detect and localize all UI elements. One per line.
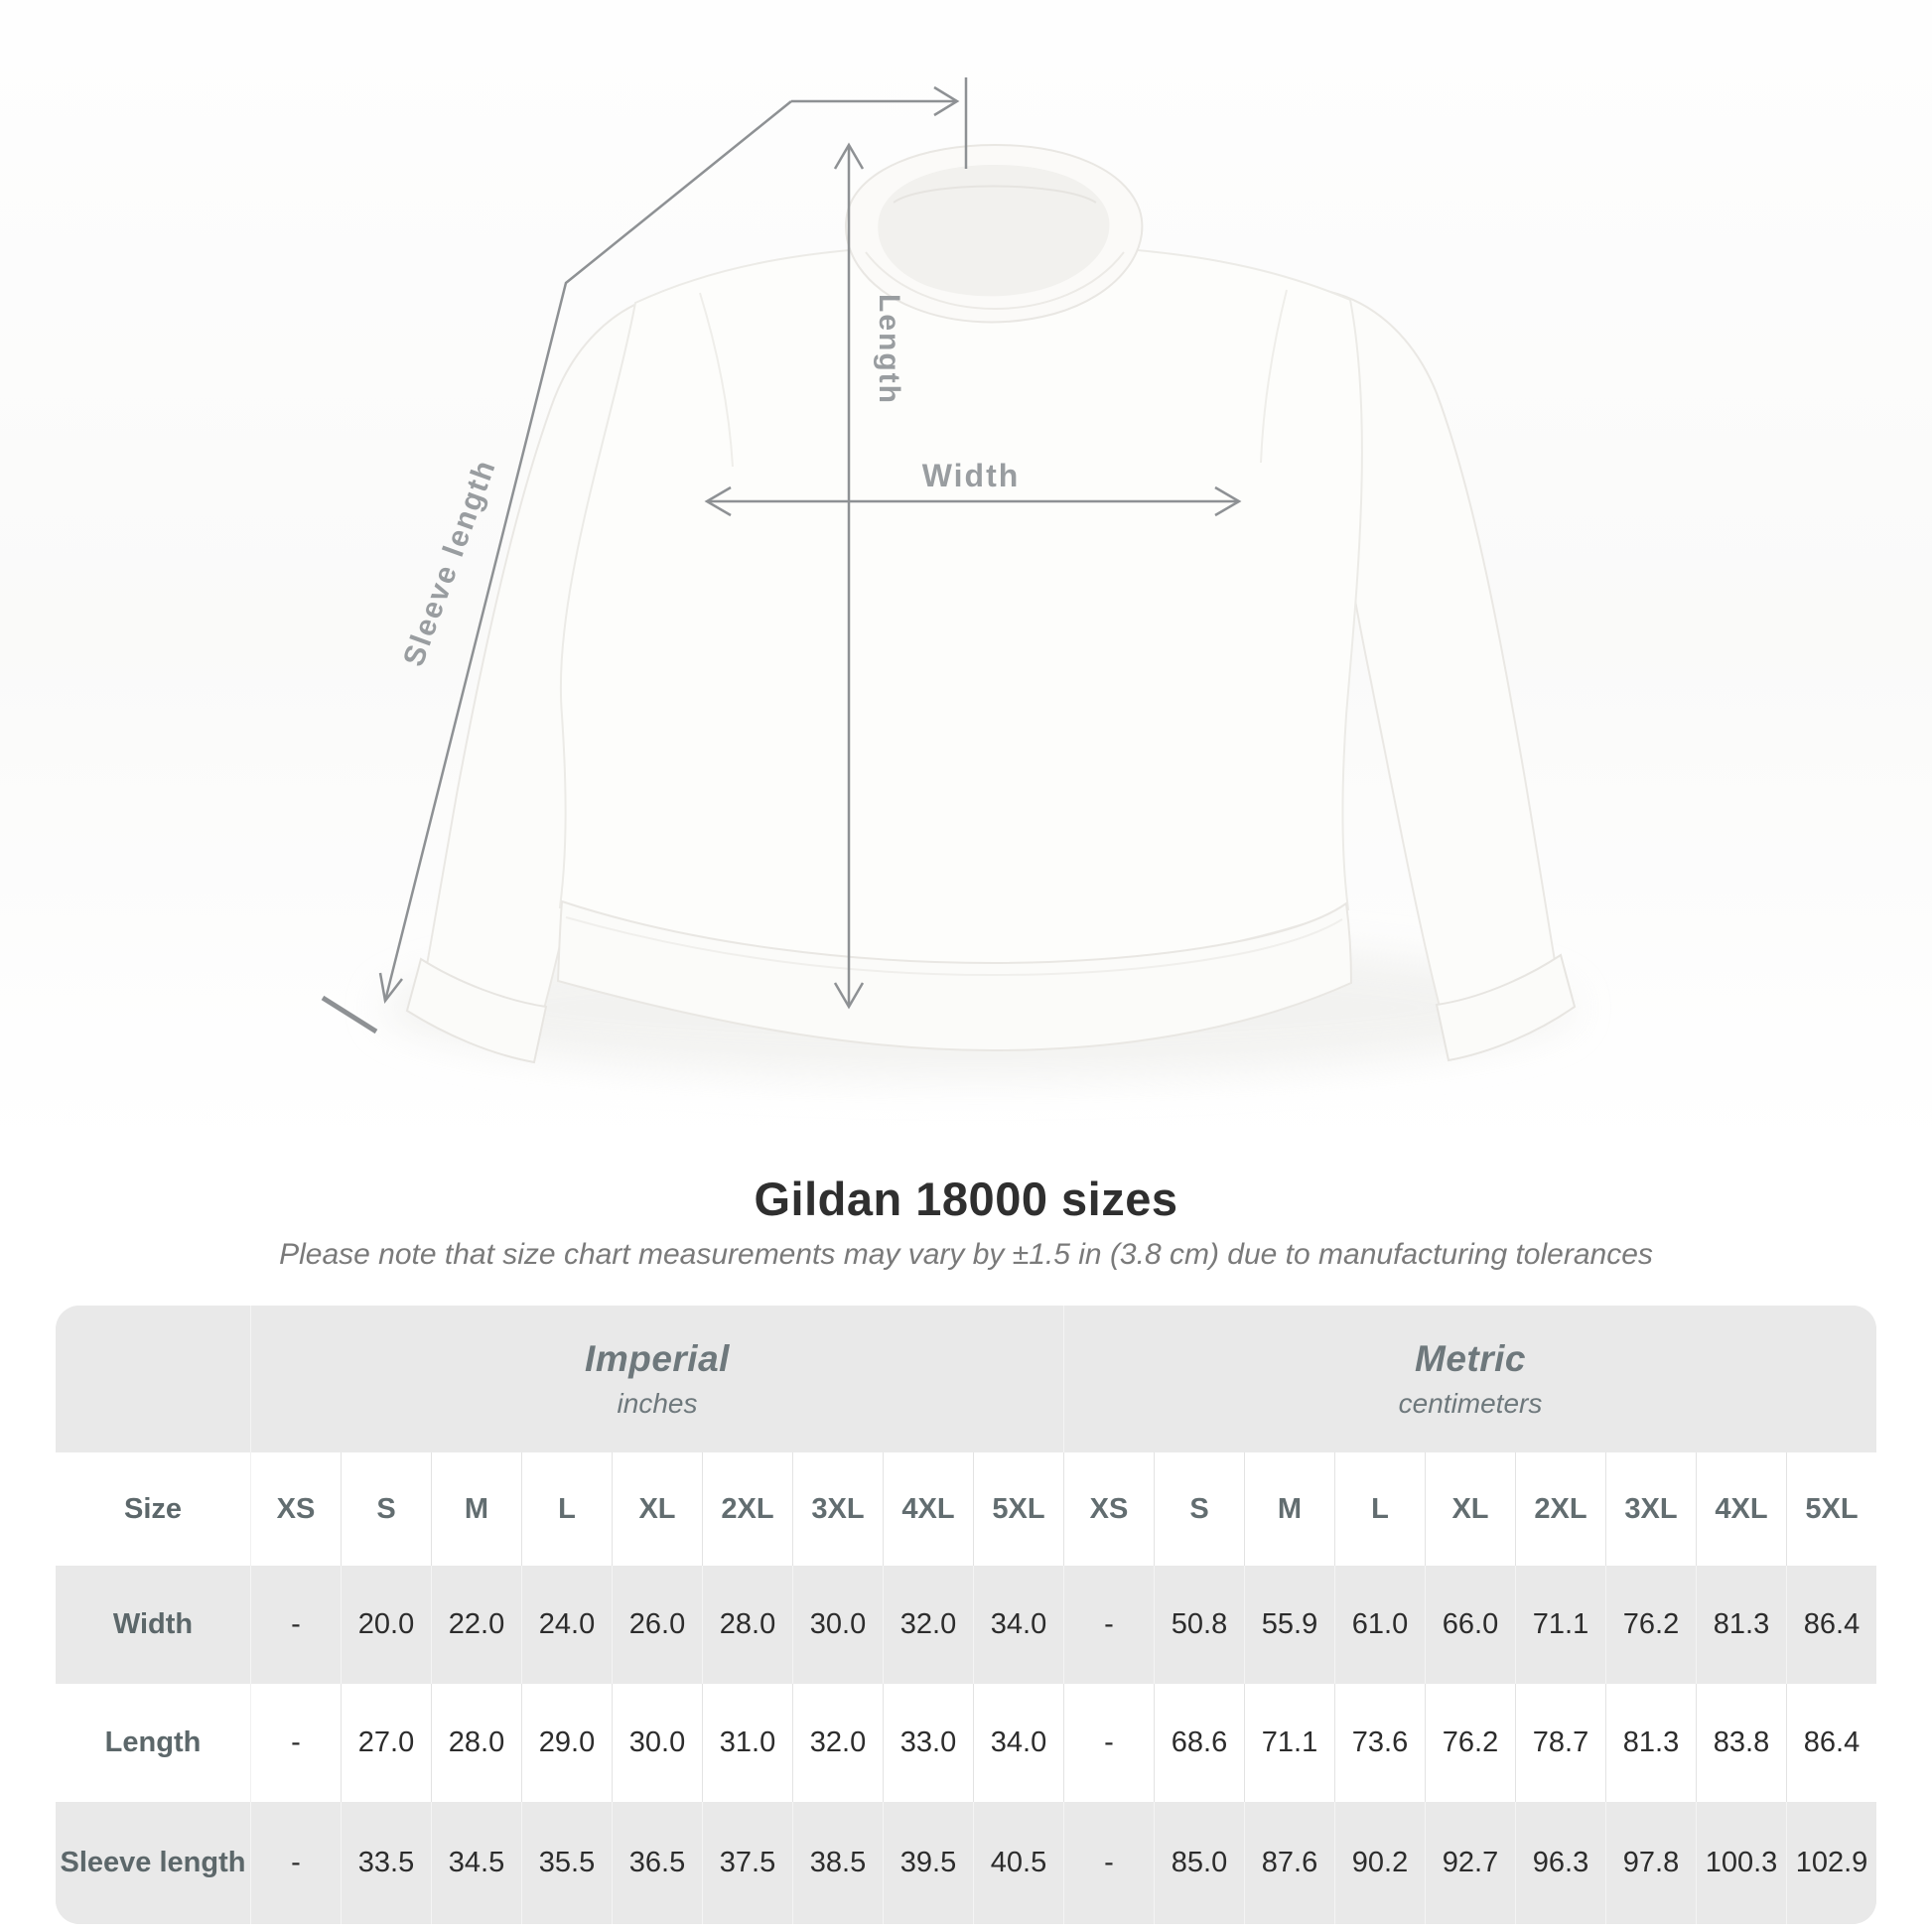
width-row: Width - 20.0 22.0 24.0 26.0 28.0 30.0 32…	[56, 1566, 1876, 1684]
size-header-cell: 4XL	[883, 1452, 973, 1566]
size-header-cell: XL	[612, 1452, 702, 1566]
group-row-corner	[56, 1306, 250, 1452]
value-cell: 86.4	[1786, 1684, 1876, 1802]
imperial-label: Imperial	[585, 1338, 730, 1379]
value-cell: 50.8	[1154, 1566, 1244, 1684]
value-cell: 37.5	[702, 1802, 792, 1924]
value-cell: 28.0	[431, 1684, 521, 1802]
metric-group-header: Metric centimeters	[1063, 1306, 1876, 1452]
imperial-unit: inches	[617, 1388, 698, 1419]
value-cell: 96.3	[1515, 1802, 1605, 1924]
value-cell: -	[1063, 1566, 1154, 1684]
value-cell: 78.7	[1515, 1684, 1605, 1802]
value-cell: 20.0	[341, 1566, 431, 1684]
value-cell: 26.0	[612, 1566, 702, 1684]
metric-label: Metric	[1415, 1338, 1526, 1379]
value-cell: 92.7	[1425, 1802, 1515, 1924]
value-cell: 97.8	[1605, 1802, 1696, 1924]
imperial-group-header: Imperial inches	[250, 1306, 1063, 1452]
value-cell: 39.5	[883, 1802, 973, 1924]
value-cell: 81.3	[1605, 1684, 1696, 1802]
metric-unit: centimeters	[1398, 1388, 1543, 1419]
size-header-cell: L	[1334, 1452, 1425, 1566]
value-cell: 71.1	[1244, 1684, 1334, 1802]
page-title: Gildan 18000 sizes	[754, 1173, 1178, 1225]
value-cell: 68.6	[1154, 1684, 1244, 1802]
value-cell: 76.2	[1605, 1566, 1696, 1684]
value-cell: 86.4	[1786, 1566, 1876, 1684]
tolerance-note: Please note that size chart measurements…	[279, 1238, 1653, 1271]
length-row: Length - 27.0 28.0 29.0 30.0 31.0 32.0 3…	[56, 1684, 1876, 1802]
row-label: Sleeve length	[60, 1847, 246, 1878]
size-column-header: Size	[123, 1492, 183, 1525]
size-header-cell: M	[1244, 1452, 1334, 1566]
value-cell: 71.1	[1515, 1566, 1605, 1684]
size-header-cell: XS	[250, 1452, 341, 1566]
value-cell: -	[250, 1684, 341, 1802]
sleeve-measure-label: Sleeve length	[397, 455, 502, 670]
value-cell: 33.5	[341, 1802, 431, 1924]
size-header-cell: 3XL	[792, 1452, 883, 1566]
size-header-cell: 2XL	[702, 1452, 792, 1566]
value-cell: 61.0	[1334, 1566, 1425, 1684]
value-cell: 29.0	[521, 1684, 612, 1802]
value-cell: 22.0	[431, 1566, 521, 1684]
value-cell: 102.9	[1786, 1802, 1876, 1924]
value-cell: 76.2	[1425, 1684, 1515, 1802]
size-header-cell: M	[431, 1452, 521, 1566]
sweatshirt-illustration	[382, 143, 1577, 1077]
value-cell: 85.0	[1154, 1802, 1244, 1924]
value-cell: 34.0	[973, 1566, 1063, 1684]
value-cell: 35.5	[521, 1802, 612, 1924]
value-cell: 73.6	[1334, 1684, 1425, 1802]
value-cell: 87.6	[1244, 1802, 1334, 1924]
length-measure-label: Length	[873, 294, 905, 405]
value-cell: -	[1063, 1684, 1154, 1802]
row-label: Length	[104, 1726, 202, 1758]
value-cell: 38.5	[792, 1802, 883, 1924]
value-cell: 28.0	[702, 1566, 792, 1684]
size-header-cell: 5XL	[1786, 1452, 1876, 1566]
measurement-arrows	[321, 77, 1242, 1035]
size-header-row: Size XS S M L XL 2XL 3XL 4XL 5XL XS S M …	[56, 1452, 1876, 1566]
size-header-cell: 3XL	[1605, 1452, 1696, 1566]
width-measure-label: Width	[922, 458, 1021, 493]
value-cell: 83.8	[1696, 1684, 1786, 1802]
value-cell: 32.0	[792, 1684, 883, 1802]
size-header-cell: XL	[1425, 1452, 1515, 1566]
size-header-cell: S	[341, 1452, 431, 1566]
size-table: Imperial inches Metric centimeters Size …	[56, 1306, 1876, 1924]
value-cell: 24.0	[521, 1566, 612, 1684]
value-cell: -	[250, 1566, 341, 1684]
product-diagram: Length Width Sleeve length	[0, 0, 1932, 1152]
size-header-cell: XS	[1063, 1452, 1154, 1566]
value-cell: 32.0	[883, 1566, 973, 1684]
value-cell: 55.9	[1244, 1566, 1334, 1684]
size-header-cell: 4XL	[1696, 1452, 1786, 1566]
value-cell: 30.0	[612, 1684, 702, 1802]
row-label: Width	[112, 1608, 194, 1640]
value-cell: 100.3	[1696, 1802, 1786, 1924]
value-cell: 34.0	[973, 1684, 1063, 1802]
value-cell: 31.0	[702, 1684, 792, 1802]
value-cell: 40.5	[973, 1802, 1063, 1924]
value-cell: 30.0	[792, 1566, 883, 1684]
size-header-cell: S	[1154, 1452, 1244, 1566]
size-header-cell: 2XL	[1515, 1452, 1605, 1566]
value-cell: -	[250, 1802, 341, 1924]
caption-block: Gildan 18000 sizes Please note that size…	[0, 1172, 1932, 1272]
value-cell: 81.3	[1696, 1566, 1786, 1684]
sleeve-length-row: Sleeve length - 33.5 34.5 35.5 36.5 37.5…	[56, 1802, 1876, 1924]
size-header-cell: 5XL	[973, 1452, 1063, 1566]
size-header-cell: L	[521, 1452, 612, 1566]
value-cell: 36.5	[612, 1802, 702, 1924]
value-cell: 27.0	[341, 1684, 431, 1802]
value-cell: -	[1063, 1802, 1154, 1924]
value-cell: 34.5	[431, 1802, 521, 1924]
unit-group-row: Imperial inches Metric centimeters	[56, 1306, 1876, 1452]
value-cell: 90.2	[1334, 1802, 1425, 1924]
value-cell: 66.0	[1425, 1566, 1515, 1684]
value-cell: 33.0	[883, 1684, 973, 1802]
